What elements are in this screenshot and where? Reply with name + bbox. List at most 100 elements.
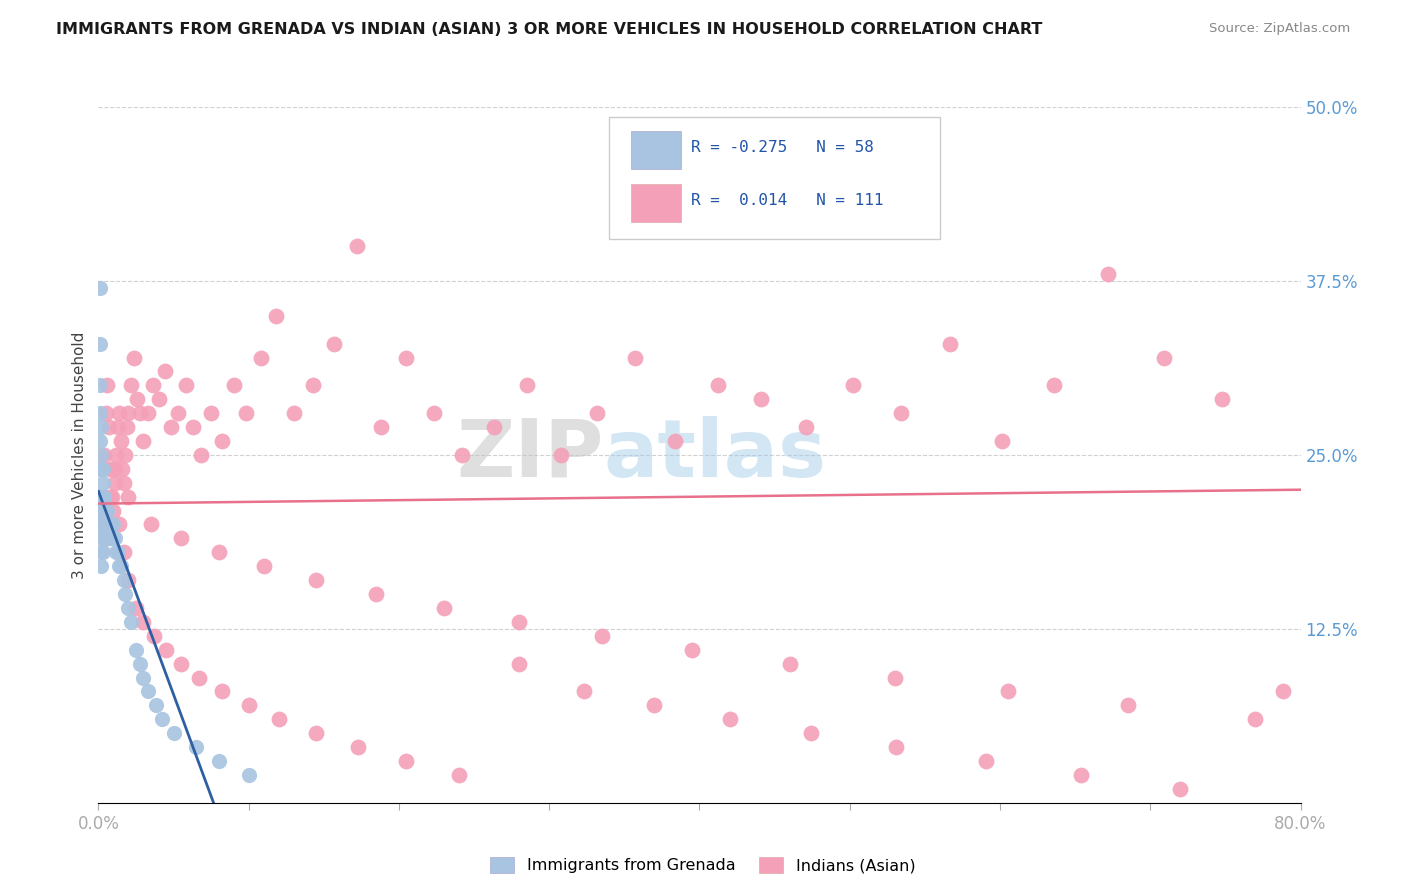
FancyBboxPatch shape [631,185,682,222]
Point [238,698,260,713]
Point [624,351,647,365]
Point [302,378,325,392]
Point [89,336,111,351]
Point [1116,698,1139,713]
Point [100,517,122,532]
Point [264,309,287,323]
Point [94,503,117,517]
Point [101,490,124,504]
Point [586,406,609,420]
Point [90,462,112,476]
Point [93,448,115,462]
Point [208,545,231,559]
Point [347,740,370,755]
Point [174,378,197,392]
Point [107,545,129,559]
Point [211,684,233,698]
Point [1244,712,1267,726]
Point [103,532,125,546]
Point [100,490,122,504]
Point [103,517,125,532]
Point [238,768,260,782]
Point [121,615,143,629]
Point [886,740,908,755]
FancyBboxPatch shape [631,131,682,169]
Point [591,629,613,643]
Point [346,239,368,253]
Point [110,559,132,574]
Point [779,657,801,671]
Point [132,671,155,685]
Point [89,281,111,295]
Text: R = -0.275   N = 58: R = -0.275 N = 58 [692,140,875,155]
Point [181,420,204,434]
Point [305,573,328,587]
Point [550,448,572,462]
Point [94,532,117,546]
Point [114,448,136,462]
Point [249,351,271,365]
Point [103,462,125,476]
Point [90,420,112,434]
Point [159,420,181,434]
Point [1043,378,1066,392]
Point [89,490,111,504]
Text: IMMIGRANTS FROM GRENADA VS INDIAN (ASIAN) 3 OR MORE VEHICLES IN HOUSEHOLD CORREL: IMMIGRANTS FROM GRENADA VS INDIAN (ASIAN… [56,22,1043,37]
Point [842,378,865,392]
Point [108,406,131,420]
Point [105,545,128,559]
Point [89,503,111,517]
Point [93,503,115,517]
Point [93,490,115,504]
Point [115,420,138,434]
Point [132,615,155,629]
Point [153,364,176,378]
Point [90,503,112,517]
Point [1170,781,1192,796]
Point [395,351,418,365]
Point [90,545,112,559]
Point [117,490,139,504]
Point [1153,351,1175,365]
Point [235,406,257,420]
Point [91,490,114,504]
Point [794,420,817,434]
Point [136,684,159,698]
Point [94,532,117,546]
Point [117,601,139,615]
Point [89,503,111,517]
Point [447,768,470,782]
Point [93,517,115,532]
Point [90,490,112,504]
Point [97,532,120,546]
Point [222,378,245,392]
Point [681,642,703,657]
Point [267,712,290,726]
Point [516,378,538,392]
Point [997,684,1019,698]
Point [91,475,114,490]
Point [91,462,114,476]
Point [136,406,159,420]
Point [104,462,127,476]
Text: R =  0.014   N = 111: R = 0.014 N = 111 [692,194,883,209]
Point [90,517,112,532]
Point [114,587,136,601]
Point [145,698,167,713]
Point [89,517,111,532]
Point [451,448,474,462]
Text: atlas: atlas [603,416,827,494]
Point [990,434,1012,448]
Point [132,434,155,448]
Point [366,587,388,601]
Point [117,573,139,587]
Point [97,517,120,532]
Point [208,754,231,768]
Point [94,406,117,420]
Point [370,420,392,434]
Point [139,517,162,532]
Point [749,392,772,407]
Point [170,532,193,546]
Point [112,545,135,559]
FancyBboxPatch shape [609,118,939,239]
